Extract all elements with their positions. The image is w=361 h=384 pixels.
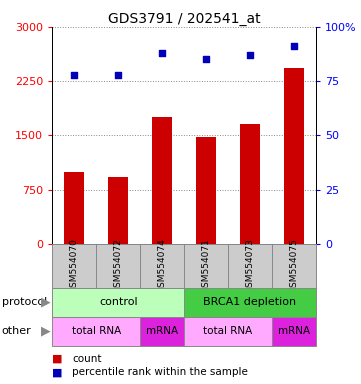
Bar (140, 317, 184, 346)
Point (159, 50, 165, 56)
Text: GSM554075: GSM554075 (290, 238, 299, 293)
Bar (152, 117, 172, 244)
Bar (184, 317, 272, 346)
Text: mRNA: mRNA (146, 326, 178, 336)
Text: GSM554073: GSM554073 (245, 238, 255, 293)
Bar (272, 244, 316, 288)
Bar (108, 177, 128, 244)
Point (291, 43, 297, 50)
Text: ■: ■ (52, 354, 63, 364)
Bar (184, 288, 316, 317)
Point (203, 56, 209, 63)
Text: protocol: protocol (2, 297, 47, 308)
Text: total RNA: total RNA (71, 326, 121, 336)
Text: total RNA: total RNA (203, 326, 253, 336)
Point (115, 71, 121, 78)
Text: GSM554070: GSM554070 (70, 238, 79, 293)
Bar (240, 124, 260, 244)
Point (71, 71, 77, 78)
Bar (184, 244, 228, 288)
Bar (52, 317, 140, 346)
Bar (64, 172, 84, 244)
Bar (140, 244, 184, 288)
Text: ▶: ▶ (42, 296, 51, 309)
Bar (52, 288, 184, 317)
Text: GSM554072: GSM554072 (114, 238, 123, 293)
Text: other: other (2, 326, 31, 336)
Bar (228, 244, 272, 288)
Bar (196, 137, 216, 244)
Text: percentile rank within the sample: percentile rank within the sample (72, 367, 248, 377)
Text: control: control (99, 297, 138, 308)
Title: GDS3791 / 202541_at: GDS3791 / 202541_at (108, 12, 260, 26)
Bar (272, 317, 316, 346)
Bar (284, 68, 304, 244)
Text: BRCA1 depletion: BRCA1 depletion (204, 297, 296, 308)
Text: GSM554074: GSM554074 (158, 238, 167, 293)
Text: mRNA: mRNA (278, 326, 310, 336)
Bar (96, 244, 140, 288)
Text: ▶: ▶ (42, 325, 51, 338)
Text: count: count (72, 354, 102, 364)
Text: ■: ■ (52, 367, 63, 377)
Text: GSM554071: GSM554071 (201, 238, 210, 293)
Point (247, 52, 253, 58)
Bar (52, 244, 96, 288)
